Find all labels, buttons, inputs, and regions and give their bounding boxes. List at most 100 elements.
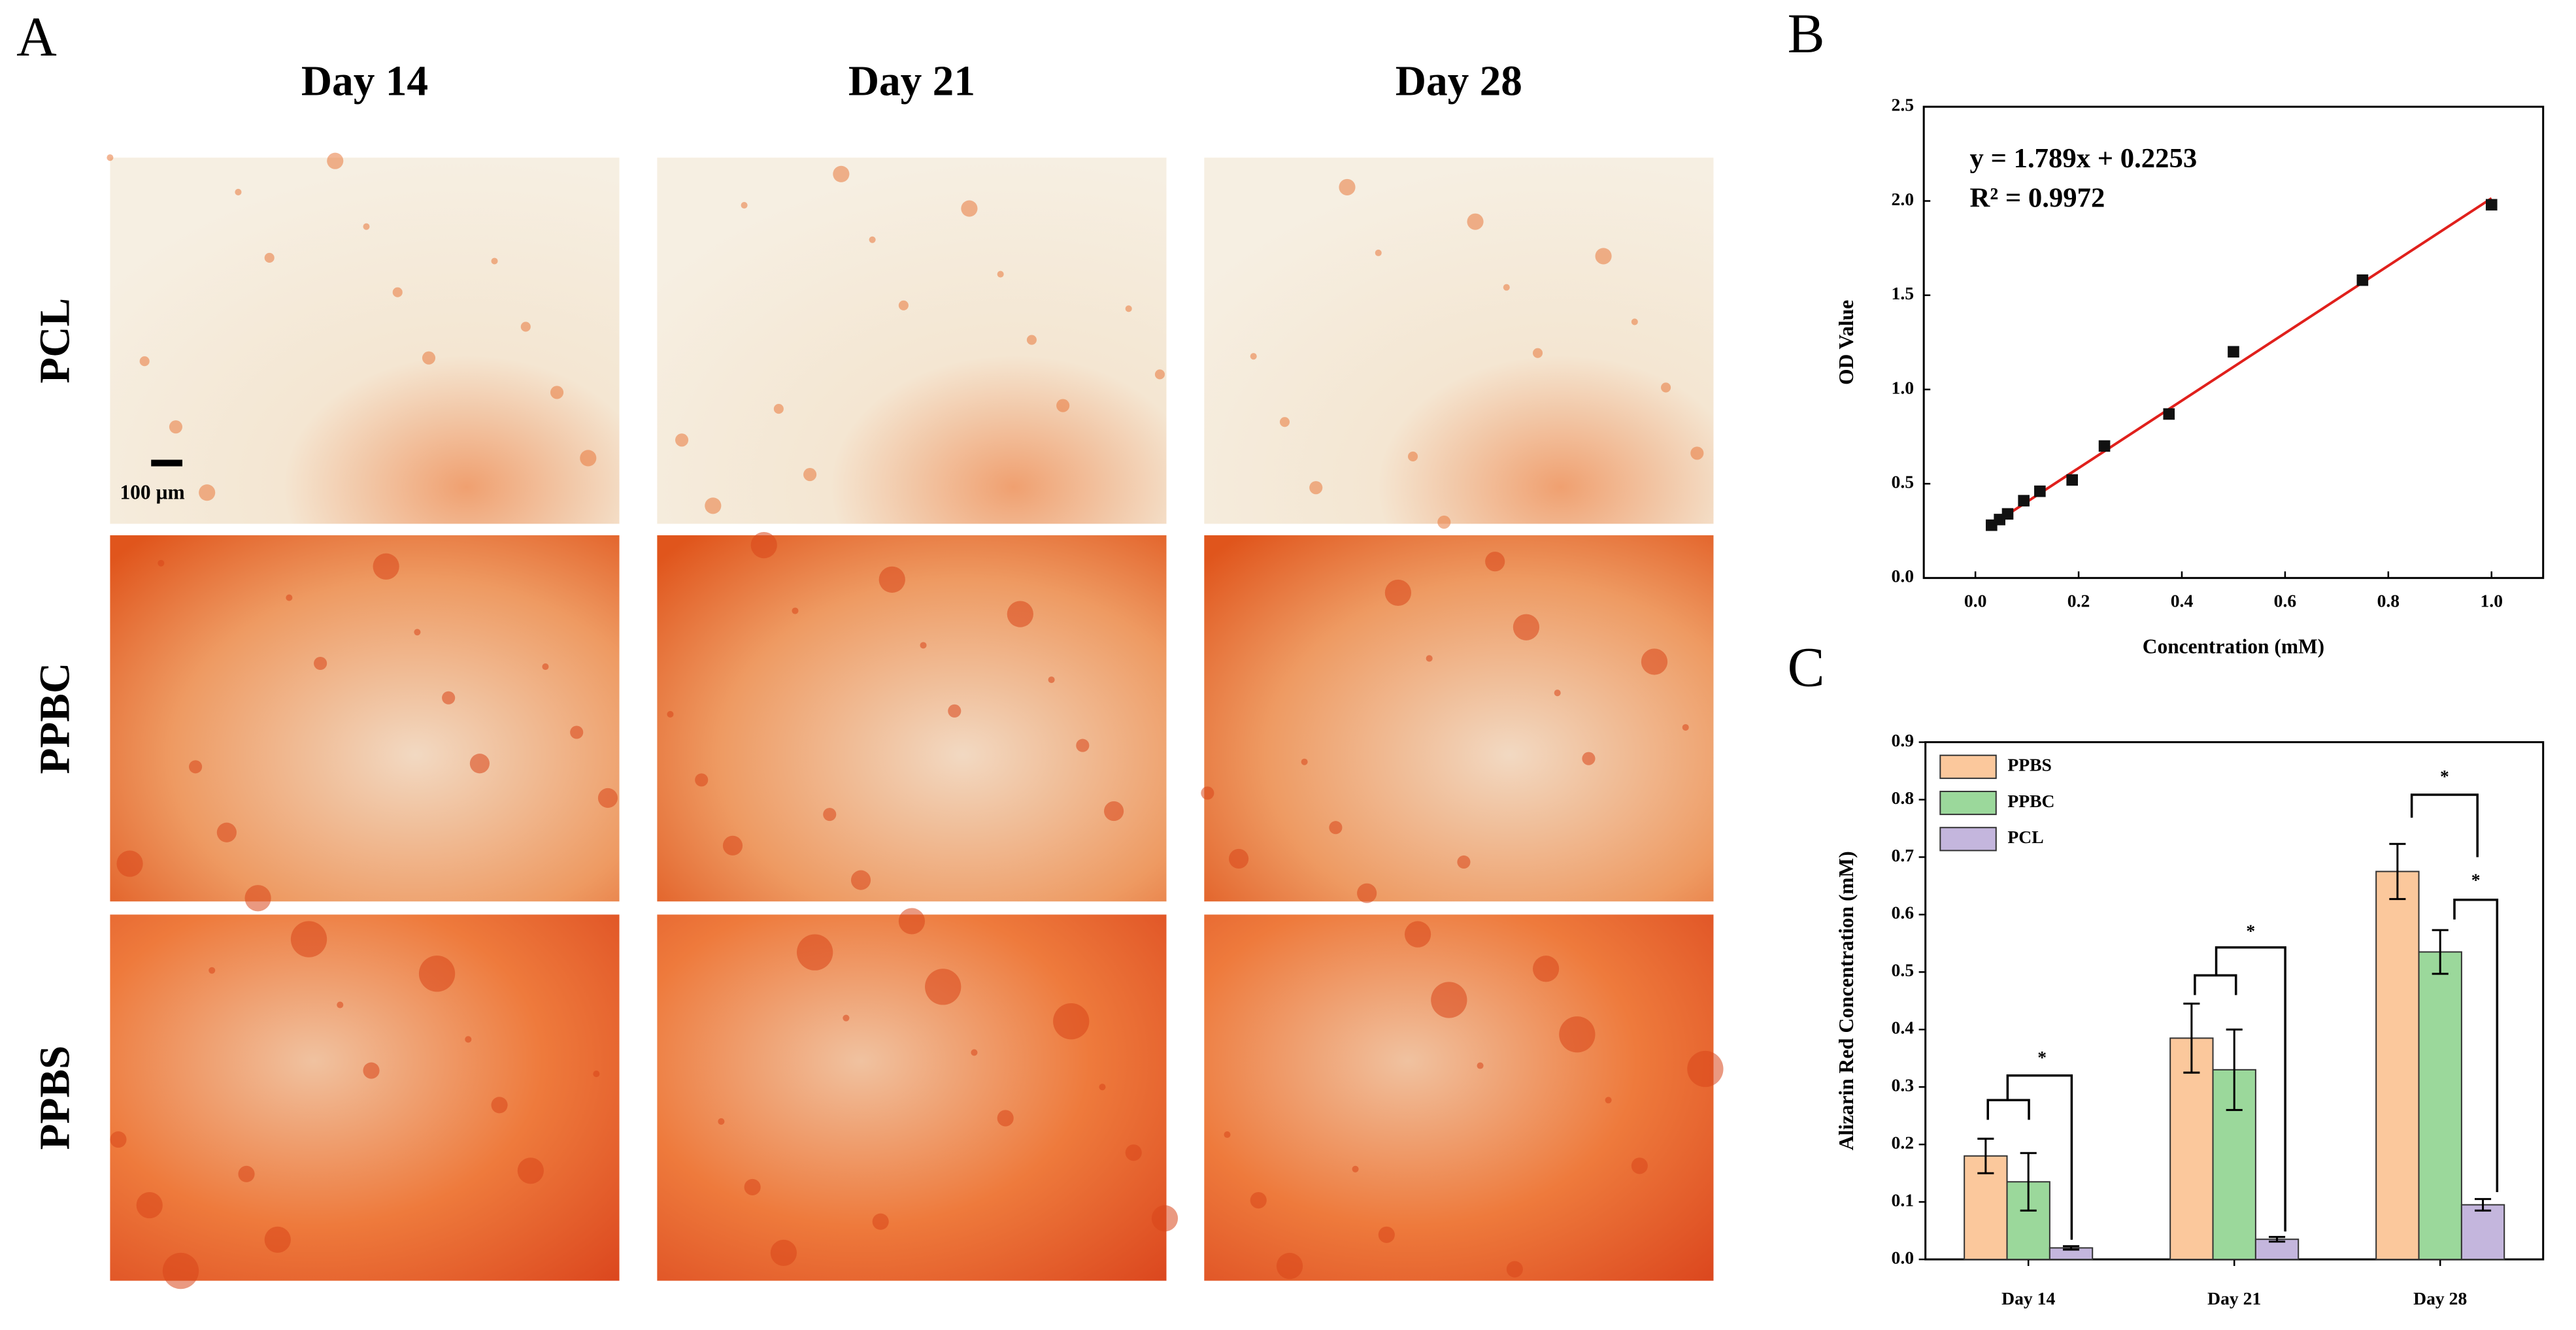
row-header: PCL [31,298,78,384]
photo [110,535,620,902]
legend-label: PPBC [2007,791,2054,811]
photo-spot [961,200,978,217]
photo-spot [898,908,926,935]
photo-spot [1595,248,1612,265]
photo-spot [162,1252,199,1289]
photo-spot [1056,399,1070,412]
legend-swatch [1939,754,1997,779]
y-tick-label: 0.5 [1892,960,1915,980]
photo-spot [1641,648,1668,675]
photo-spot [1559,1016,1596,1053]
legend-label: PPBS [2007,755,2052,775]
error-bar [1977,1137,1994,1174]
photo-spot [718,1118,725,1125]
photo-spot [314,656,327,671]
photo-spot [1582,752,1596,765]
photo-spot [570,725,584,739]
error-bar [2020,1152,2037,1212]
photo-spot [833,165,850,182]
x-tick-label: 1.0 [2481,590,2503,610]
photo-spot [139,356,150,367]
photo-spot [1309,481,1323,495]
photo-spot [442,691,456,705]
photo-spot [705,497,722,514]
photo-spot [1053,1003,1090,1040]
photo-spot [1154,369,1165,380]
column-header: Day 14 [301,58,428,105]
photo-spot [920,642,927,649]
photo [1204,158,1714,524]
photo-spot [1250,353,1257,360]
photo-spot [850,870,871,890]
annotation: y = 1.789x + 0.2253 [1970,143,2198,174]
photo-spot [1229,848,1249,869]
photo-spot [580,450,597,467]
photo-spot [1375,249,1382,256]
photo-spot [1437,515,1451,529]
photo-spot [392,287,403,297]
x-tick-label: 0.2 [2067,590,2090,610]
x-tick-label: 0.6 [2274,590,2297,610]
x-tick-label: Day 21 [2207,1288,2261,1308]
y-tick-label: 0.5 [1892,471,1915,491]
error-bar [2474,1198,2492,1212]
y-tick-label: 2.0 [1892,189,1915,209]
y-tick-label: 1.5 [1892,283,1915,303]
point [2018,495,2030,507]
photo-spot [744,1178,761,1195]
photo-spot [1151,1205,1179,1232]
photo-spot [216,822,237,842]
fit-line [1990,197,2492,526]
legend-swatch [1939,827,1997,852]
panel-label: C [1788,637,1825,699]
photo-spot [1404,921,1431,948]
photo-spot [1485,552,1505,572]
y-tick-label: 2.5 [1892,95,1915,115]
photo-spot [796,934,833,971]
photo-spot [948,704,962,718]
point [2163,408,2175,420]
photo-spot [1125,1144,1142,1161]
photo-spot [593,1071,600,1078]
photo-spot [1457,855,1471,869]
photo-spot [363,223,370,230]
photo-spot [597,788,618,808]
photo-spot [1329,821,1343,835]
photo-spot [997,271,1004,278]
photo [657,158,1167,524]
photo-spot [1378,1226,1395,1243]
photo-spot [770,1239,797,1267]
bar [2375,871,2420,1260]
photo-spot [465,1036,472,1043]
photo-spot [517,1157,544,1184]
photo-spot [1532,956,1560,982]
error-bar [2432,929,2449,975]
photo-spot [1099,1084,1106,1091]
photo-spot [189,760,203,774]
photo-spot [1224,1131,1231,1139]
photo-spot [869,236,876,243]
photo-spot [290,921,327,957]
y-tick-label: 0.6 [1892,903,1915,923]
error-bar [2183,1003,2200,1074]
legend-label: PCL [2007,827,2043,847]
y-tick-label: 0.0 [1892,566,1915,586]
photo [1204,535,1714,902]
bar [2169,1037,2214,1260]
significance-label: * [2246,920,2255,940]
photo-spot [244,885,271,912]
photo-spot [363,1062,380,1079]
error-bar [2226,1028,2243,1111]
photo-spot [469,754,490,774]
y-tick-label: 0.8 [1892,788,1915,808]
photo-spot [1352,1165,1359,1172]
photo-spot [675,433,689,447]
photo-spot [1631,318,1638,325]
photo-spot [373,553,399,580]
x-tick-label: 0.0 [1964,590,1987,610]
photo-spot [1357,883,1377,903]
photo-spot [1661,382,1671,393]
photo-spot [1503,284,1510,291]
significance-label: * [2471,869,2481,889]
